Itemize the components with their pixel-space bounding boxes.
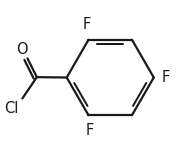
Text: Cl: Cl bbox=[4, 101, 18, 115]
Text: F: F bbox=[83, 17, 91, 32]
Text: F: F bbox=[85, 123, 94, 138]
Text: O: O bbox=[16, 42, 27, 57]
Text: F: F bbox=[162, 70, 170, 85]
